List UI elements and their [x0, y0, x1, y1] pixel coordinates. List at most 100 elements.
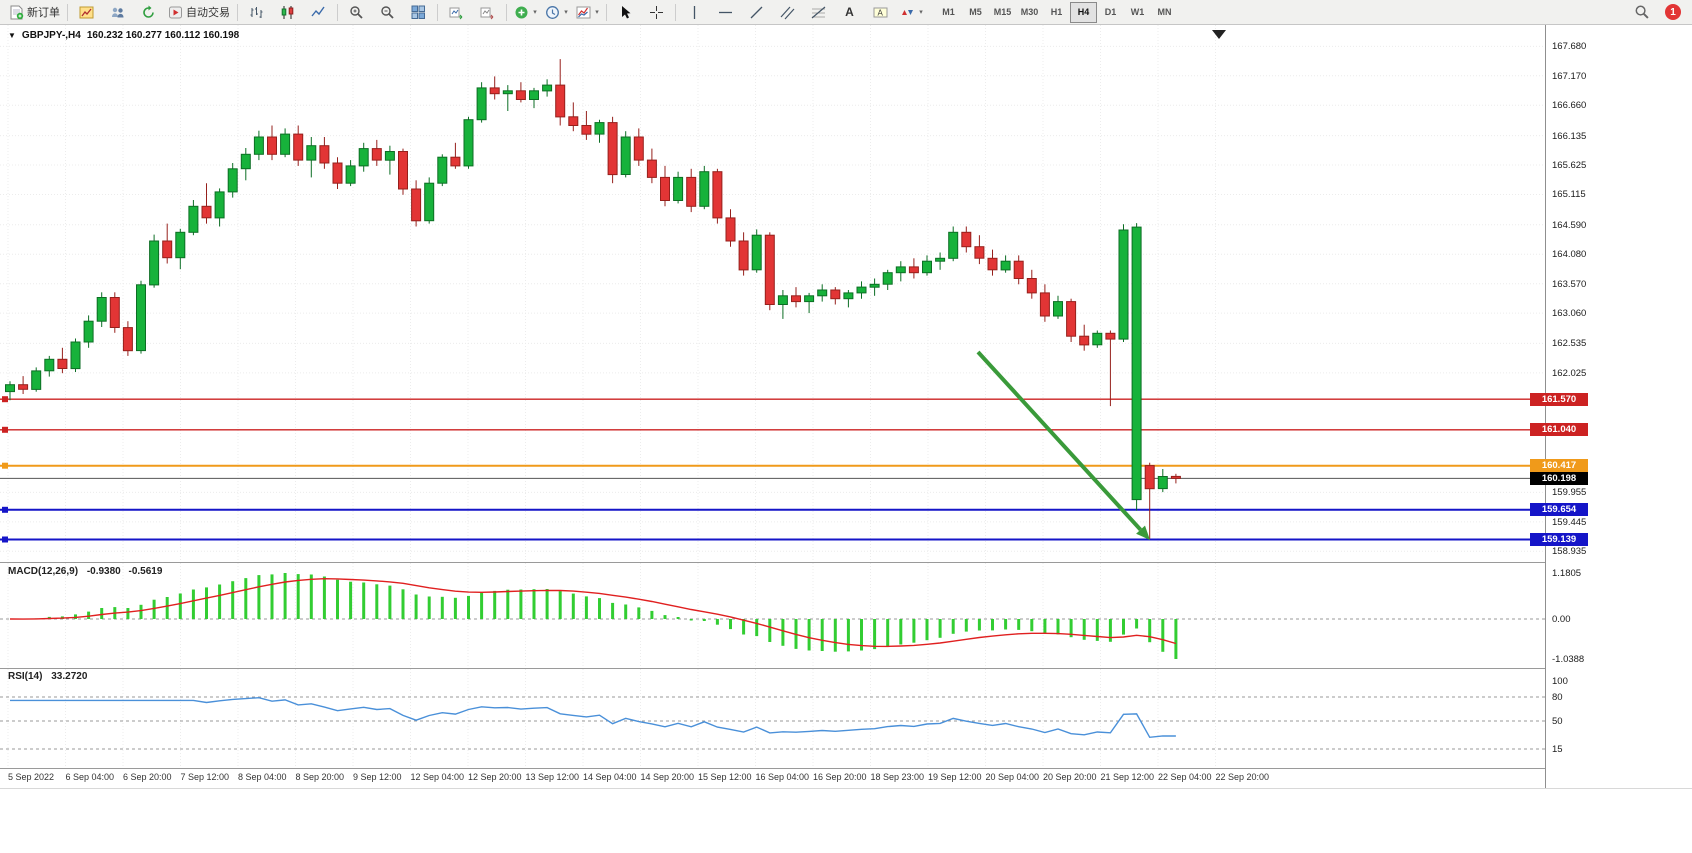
timeframe-button-m5[interactable]: M5 — [969, 7, 982, 17]
candle — [908, 258, 919, 279]
candle — [384, 145, 395, 175]
price-tick-label: -1.0388 — [1552, 654, 1585, 665]
refresh-button[interactable] — [133, 1, 164, 24]
text-label-button[interactable]: A — [865, 1, 896, 24]
candle — [18, 376, 29, 394]
candle — [476, 82, 487, 123]
rsi-panel[interactable] — [0, 669, 1545, 768]
chart-title: ▼ GBPJPY-,H4 160.232 160.277 160.112 160… — [8, 30, 239, 41]
timeframe-button-h4[interactable]: H4 — [1070, 1, 1097, 23]
price-line-label: 159.654 — [1530, 503, 1588, 517]
channel-button[interactable] — [772, 1, 803, 24]
candle — [1066, 298, 1077, 342]
vertical-line-button[interactable] — [679, 1, 710, 24]
candle — [948, 226, 959, 262]
panel-separator[interactable] — [0, 562, 1692, 563]
candle — [306, 137, 317, 178]
toolbar: 新订单 自动交易 — [0, 0, 1692, 25]
tile-windows-button[interactable] — [403, 1, 434, 24]
time-tick-label: 22 Sep 04:00 — [1158, 772, 1212, 782]
indicators-button[interactable]: ▾ — [572, 1, 603, 24]
candle — [489, 76, 500, 100]
trendline-icon — [750, 6, 763, 18]
new-order-button[interactable]: 新订单 — [5, 1, 64, 24]
price-tick-label: 165.115 — [1552, 189, 1586, 201]
time-tick-label: 9 Sep 12:00 — [353, 772, 402, 782]
horizontal-line-icon — [719, 11, 732, 13]
zoom-out-button[interactable] — [372, 1, 403, 24]
bar-chart-button[interactable] — [241, 1, 272, 24]
chart-menu-icon[interactable]: ▼ — [8, 31, 16, 40]
arrows-button[interactable]: ▾ — [896, 1, 927, 24]
crosshair-button[interactable] — [641, 1, 672, 24]
candle — [57, 347, 68, 374]
new-chart-icon — [79, 6, 94, 18]
candle — [515, 82, 526, 103]
time-tick-label: 8 Sep 04:00 — [238, 772, 287, 782]
channel-icon — [780, 6, 795, 19]
macd-signal-value: -0.5619 — [128, 566, 163, 577]
clock-icon — [546, 5, 560, 19]
time-tick-label: 13 Sep 12:00 — [525, 772, 580, 782]
candle — [240, 148, 251, 181]
price-tick-label: 166.660 — [1552, 100, 1587, 112]
time-tick-label: 16 Sep 04:00 — [755, 772, 810, 782]
autotrading-icon — [169, 6, 182, 18]
candle — [529, 87, 539, 109]
new-chart-button[interactable] — [71, 1, 102, 24]
candle — [555, 59, 566, 126]
bar-chart-icon — [250, 6, 263, 18]
timeframe-button-m1[interactable]: M1 — [942, 7, 955, 17]
text-icon: A — [845, 5, 854, 19]
fibonacci-button[interactable] — [803, 1, 834, 24]
auto-scroll-button[interactable] — [441, 1, 472, 24]
timeframe-button-mn[interactable]: MN — [1157, 7, 1172, 17]
trendline-button[interactable] — [741, 1, 772, 24]
panel-separator[interactable] — [0, 668, 1692, 669]
period-clock-button[interactable]: ▾ — [541, 1, 572, 24]
zoom-in-button[interactable] — [341, 1, 372, 24]
candle — [791, 287, 801, 308]
timeframe-button-d1[interactable]: D1 — [1104, 7, 1117, 17]
line-chart-button[interactable] — [303, 1, 334, 24]
candle — [1000, 255, 1011, 273]
timeframe-button-m15[interactable]: M15 — [993, 7, 1012, 17]
price-tick-label: 1.1805 — [1552, 568, 1582, 579]
price-tick-label: 80 — [1552, 692, 1563, 703]
candle — [974, 235, 985, 265]
candle — [987, 249, 998, 276]
price-axis[interactable]: 167.680 167.170 166.660 166.135 165.625 165.1… — [1530, 25, 1692, 788]
candle — [738, 232, 749, 276]
rsi-name: RSI(14) — [8, 671, 43, 682]
text-label-icon: A — [873, 7, 888, 17]
chart-shift-marker[interactable] — [1212, 30, 1226, 39]
candle — [751, 229, 762, 273]
main-chart-panel[interactable] — [0, 25, 1545, 562]
search-button[interactable] — [1626, 1, 1657, 24]
chart-symbol-period: GBPJPY-,H4 — [21, 30, 81, 41]
candle — [1079, 324, 1090, 351]
candle — [922, 255, 932, 276]
add-indicator-button[interactable]: ▾ — [510, 1, 541, 24]
tile-windows-icon — [411, 5, 425, 19]
timeframe-button-h1[interactable]: H1 — [1050, 7, 1063, 17]
macd-panel[interactable] — [0, 563, 1545, 668]
notification-badge[interactable]: 1 — [1665, 4, 1681, 20]
profiles-button[interactable] — [102, 1, 133, 24]
horizontal-line-button[interactable] — [710, 1, 741, 24]
autotrading-button[interactable]: 自动交易 — [164, 1, 234, 24]
candlestick-chart-button[interactable] — [272, 1, 303, 24]
arrow-annotation[interactable] — [976, 350, 1150, 540]
candle — [398, 148, 408, 195]
price-line-label: 161.040 — [1530, 423, 1588, 437]
time-tick-label: 12 Sep 04:00 — [410, 772, 465, 782]
time-axis[interactable]: 5 Sep 2022 6 Sep 04:00 6 Sep 20:00 7 Sep 12… — [0, 769, 1545, 788]
chart-shift-button[interactable] — [472, 1, 503, 24]
timeframe-button-m30[interactable]: M30 — [1020, 7, 1039, 17]
panel-separator[interactable] — [0, 768, 1692, 769]
candle — [293, 125, 304, 166]
timeframe-button-w1[interactable]: W1 — [1130, 7, 1145, 17]
candle — [542, 79, 553, 97]
text-button[interactable]: A — [834, 1, 865, 24]
cursor-button[interactable] — [610, 1, 641, 24]
